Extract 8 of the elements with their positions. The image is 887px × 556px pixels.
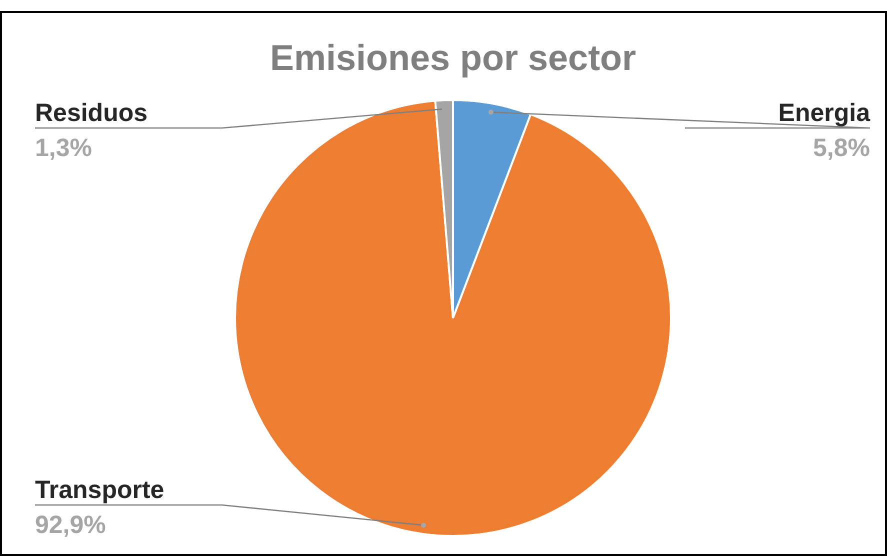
slice-label: Residuos (35, 99, 148, 127)
slice-label: Transporte (35, 476, 164, 504)
data-label: 1,3% (35, 134, 92, 162)
pie-slice (234, 100, 672, 537)
data-label: 92,9% (35, 511, 106, 539)
data-label: 5,8% (813, 134, 870, 162)
slice-label: Energia (778, 99, 872, 127)
chart-title: Emisiones por sector (270, 37, 636, 78)
